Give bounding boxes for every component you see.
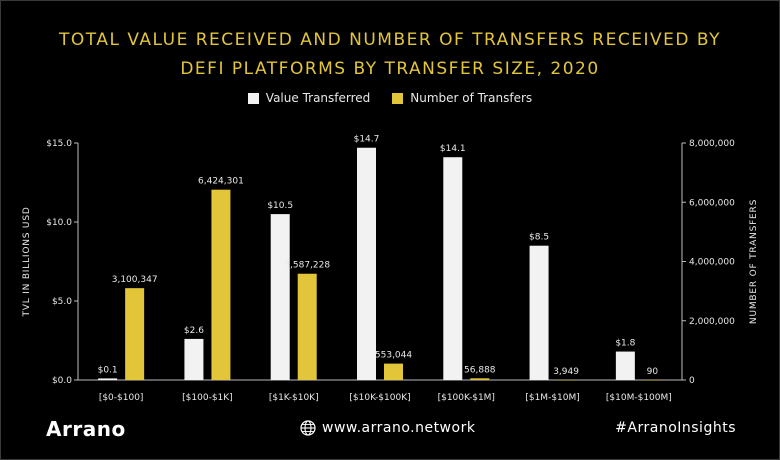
website-text: www.arrano.network (322, 420, 476, 436)
data-label-number-of-transfers: 3,949 (553, 367, 579, 377)
legend-label-value-transferred: Value Transferred (265, 91, 371, 105)
data-label-value-transferred: $1.8 (615, 339, 635, 349)
data-label-value-transferred: $0.1 (98, 365, 118, 375)
x-tick-label: [$0-$100] (99, 393, 144, 403)
y-tick-right-label: 6,000,000 (689, 198, 735, 208)
data-label-value-transferred: $14.1 (440, 144, 466, 154)
bar-number-of-transfers (642, 379, 662, 381)
bar-value-transferred (357, 147, 376, 380)
bar-number-of-transfers (297, 273, 317, 380)
x-tick-label: [$100-$1K] (182, 393, 233, 403)
legend-item-value-transferred: Value Transferred (247, 91, 371, 105)
bar-number-of-transfers (125, 288, 145, 380)
bar-number-of-transfers (384, 363, 403, 380)
y-tick-left-label: $5.0 (52, 297, 72, 307)
y-tick-left-label: $15.0 (46, 139, 72, 149)
chart-title-line-1: TOTAL VALUE RECEIVED AND NUMBER OF TRANS… (59, 30, 721, 50)
legend-item-number-of-transfers: Number of Transfers (392, 91, 532, 105)
y-tick-right-label: 4,000,000 (689, 258, 735, 268)
bar-value-transferred (529, 245, 549, 380)
data-label-number-of-transfers: 90 (647, 367, 659, 377)
data-label-value-transferred: $8.5 (529, 233, 549, 243)
chart-legend: Value Transferred Number of Transfers (0, 91, 780, 105)
bar-value-transferred (270, 214, 290, 380)
y-axis-left-title: TVL IN BILLIONS USD (22, 206, 32, 317)
data-label-value-transferred: $14.7 (354, 135, 380, 145)
data-label-value-transferred: $2.6 (184, 326, 204, 336)
legend-swatch-value-transferred (247, 92, 259, 104)
globe-icon (300, 420, 316, 436)
bar-value-transferred (443, 157, 463, 380)
data-label-value-transferred: $10.5 (267, 201, 293, 211)
data-label-number-of-transfers: 3,587,228 (284, 261, 330, 271)
y-tick-right-label: 2,000,000 (689, 317, 735, 327)
x-tick-label: [$1M-$10M] (525, 393, 579, 403)
data-label-number-of-transfers: 6,424,301 (198, 177, 244, 187)
y-tick-right-label: 0 (689, 376, 695, 386)
bar-number-of-transfers (211, 189, 231, 380)
y-axis-right-title: NUMBER OF TRANSFERS (749, 199, 759, 324)
x-tick-label: [$1K-$10K] (269, 393, 319, 403)
y-tick-right-label: 8,000,000 (689, 139, 735, 149)
bar-value-transferred (98, 378, 118, 380)
brand-logo: Arrano (46, 417, 126, 441)
x-tick-label: [$10K-$100K] (349, 393, 410, 403)
x-tick-label: [$100K-$1M] (438, 393, 495, 403)
x-tick-label: [$10M-$100M] (606, 393, 672, 403)
bar-value-transferred (615, 351, 635, 380)
bar-value-transferred (184, 338, 204, 380)
legend-label-number-of-transfers: Number of Transfers (410, 91, 533, 105)
bar-number-of-transfers (556, 379, 576, 381)
data-label-number-of-transfers: 56,888 (464, 365, 496, 375)
chart-title-line-2: DEFI PLATFORMS BY TRANSFER SIZE, 2020 (180, 59, 600, 79)
hashtag: #ArranoInsights (615, 420, 736, 436)
bar-number-of-transfers (470, 378, 490, 380)
y-tick-left-label: $10.0 (46, 218, 72, 228)
legend-swatch-number-of-transfers (392, 92, 404, 104)
data-label-number-of-transfers: 553,044 (375, 351, 412, 361)
website-link[interactable]: www.arrano.network (300, 420, 475, 436)
data-label-number-of-transfers: 3,100,347 (112, 275, 158, 285)
y-tick-left-label: $0.0 (52, 376, 72, 386)
